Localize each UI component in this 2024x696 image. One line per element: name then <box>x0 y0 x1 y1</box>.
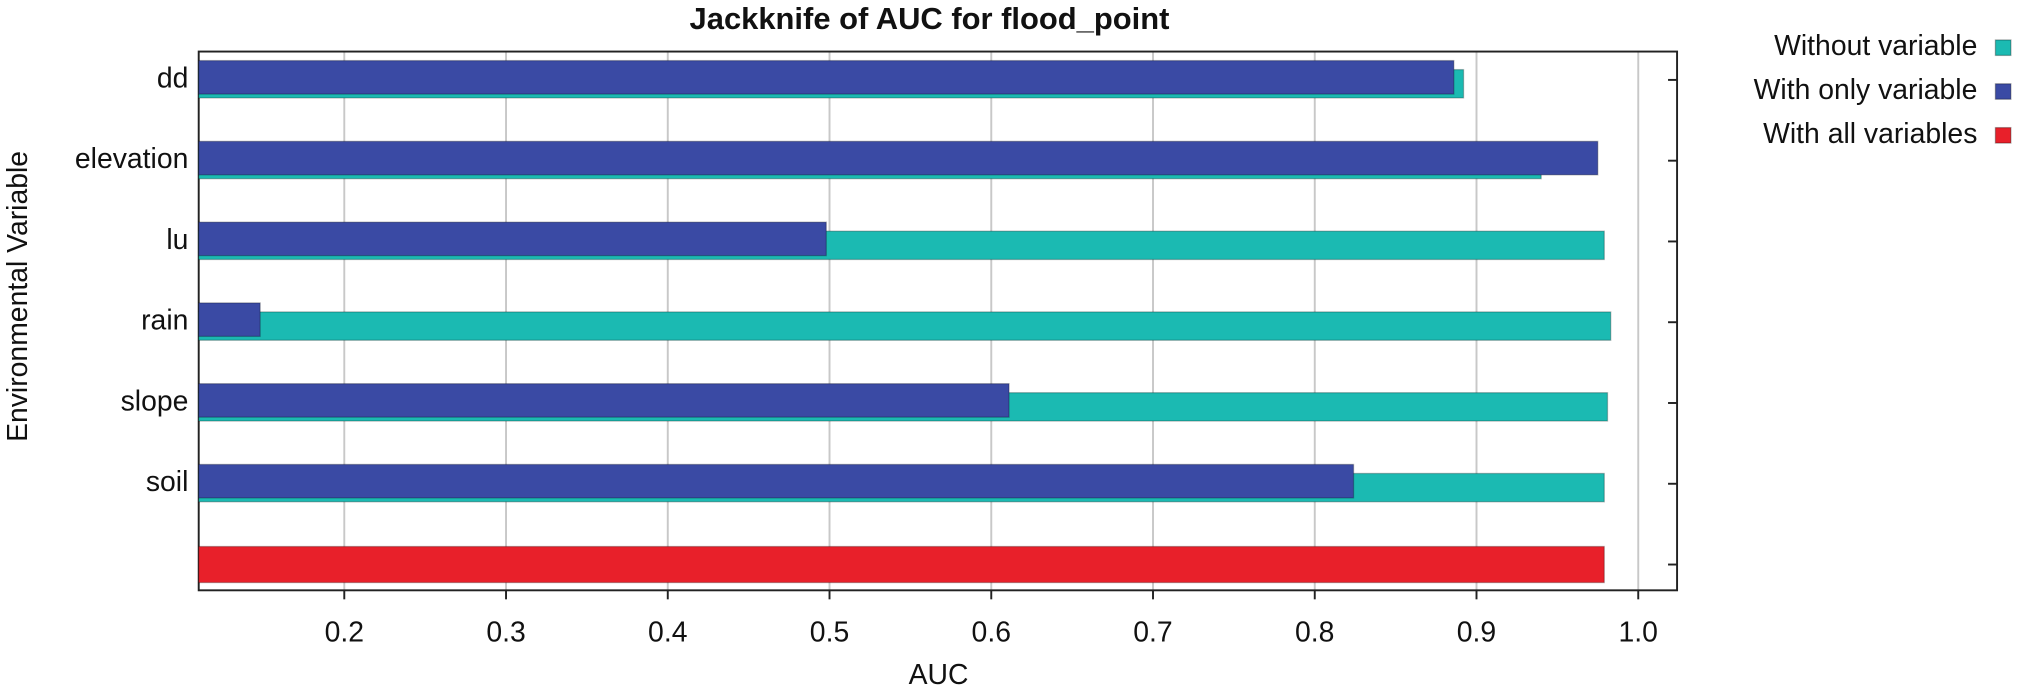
legend-swatch <box>1994 83 2012 100</box>
x-tick-label: 0.3 <box>486 617 525 649</box>
bar <box>198 59 1455 95</box>
x-tick-label: 0.6 <box>972 617 1011 649</box>
x-tick-label: 0.5 <box>810 617 849 649</box>
y-tick-label: dd <box>157 62 189 94</box>
y-tick-label: slope <box>121 385 189 417</box>
x-tick-label: 1.0 <box>1619 617 1658 649</box>
bar <box>198 221 827 257</box>
y-tick-label: lu <box>166 224 188 256</box>
bar <box>198 311 1612 341</box>
x-axis-label: AUC <box>909 659 969 691</box>
y-axis-label: Environmental Variable <box>2 151 34 442</box>
y-tick-label: soil <box>146 466 189 498</box>
legend-label: With all variables <box>1763 118 1977 150</box>
bar <box>198 302 261 338</box>
legend-label: Without variable <box>1774 30 1977 62</box>
y-tick-label: elevation <box>75 143 188 175</box>
x-tick-label: 0.9 <box>1457 617 1496 649</box>
bar <box>198 545 1605 584</box>
bar <box>198 463 1355 499</box>
x-tick-label: 0.2 <box>325 617 364 649</box>
x-tick-label: 0.4 <box>648 617 687 649</box>
x-tick-label: 0.7 <box>1133 617 1172 649</box>
bar <box>198 140 1599 176</box>
x-tick-label: 0.8 <box>1295 617 1334 649</box>
bar <box>198 383 1010 418</box>
legend-swatch <box>1994 39 2012 57</box>
legend-swatch <box>1994 126 2012 144</box>
legend-label: With only variable <box>1754 74 1978 106</box>
chart-title: Jackknife of AUC for flood_point <box>690 1 1170 36</box>
y-tick-label: rain <box>141 305 188 337</box>
